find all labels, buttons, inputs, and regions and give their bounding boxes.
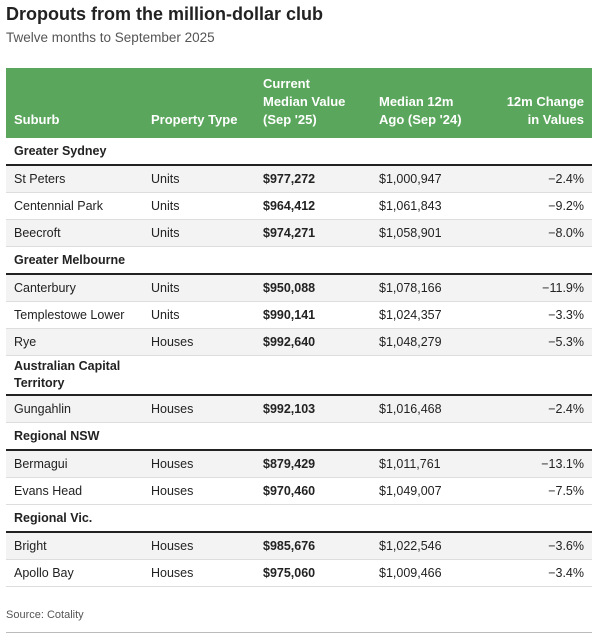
cell: Houses (143, 559, 255, 587)
cell: Rye (6, 328, 143, 356)
cell: −8.0% (487, 219, 592, 247)
cell: −3.6% (487, 532, 592, 560)
group-cell: Regional Vic. (6, 504, 592, 533)
cell: $1,000,947 (371, 165, 487, 193)
cell: $990,141 (255, 301, 371, 329)
cell: $1,048,279 (371, 328, 487, 356)
cell: Units (143, 274, 255, 302)
group-name: Regional Vic. (14, 510, 93, 525)
cell: Beecroft (6, 219, 143, 247)
subtitle: Twelve months to September 2025 (6, 30, 215, 45)
data-row: Templestowe Lower Units $990,141 $1,024,357… (6, 301, 592, 329)
data-row: Rye Houses $992,640 $1,048,279 −5.3% (6, 328, 592, 356)
data-row: Bright Houses $985,676 $1,022,546 −3.6% (6, 532, 592, 560)
cell: $964,412 (255, 192, 371, 220)
column-header: Current Median Value (Sep '25) (255, 68, 371, 138)
group-name: Australian Capital Territory (14, 359, 121, 390)
cell: $950,088 (255, 274, 371, 302)
cell: $1,061,843 (371, 192, 487, 220)
cell: −11.9% (487, 274, 592, 302)
cell: −7.5% (487, 477, 592, 505)
data-row: Bermagui Houses $879,429 $1,011,761 −13.1% (6, 450, 592, 478)
cell: −5.3% (487, 328, 592, 356)
cell: $1,058,901 (371, 219, 487, 247)
cell: $985,676 (255, 532, 371, 560)
cell: Apollo Bay (6, 559, 143, 587)
cell: −2.4% (487, 395, 592, 423)
cell: Centennial Park (6, 192, 143, 220)
cell: Gungahlin (6, 395, 143, 423)
cell: Units (143, 165, 255, 193)
cell: $1,016,468 (371, 395, 487, 423)
group-row: Greater Melbourne (6, 246, 592, 275)
cell: $970,460 (255, 477, 371, 505)
cell: $1,078,166 (371, 274, 487, 302)
cell: $975,060 (255, 559, 371, 587)
cell: Templestowe Lower (6, 301, 143, 329)
data-row: Beecroft Units $974,271 $1,058,901 −8.0% (6, 219, 592, 247)
cell: $992,640 (255, 328, 371, 356)
cell: Units (143, 192, 255, 220)
group-cell: Regional NSW (6, 422, 592, 451)
data-row: Centennial Park Units $964,412 $1,061,843 −9… (6, 192, 592, 220)
cell: Units (143, 219, 255, 247)
group-row: Australian Capital Territory (6, 355, 592, 396)
group-cell: Australian Capital Territory (6, 355, 592, 396)
cell: $974,271 (255, 219, 371, 247)
source: Source: Cotality (6, 609, 84, 621)
data-row: Gungahlin Houses $992,103 $1,016,468 −2.4% (6, 395, 592, 423)
cell: $1,009,466 (371, 559, 487, 587)
cell: $1,011,761 (371, 450, 487, 478)
cell: Houses (143, 532, 255, 560)
column-header: Median 12m Ago (Sep '24) (371, 68, 487, 138)
cell: −9.2% (487, 192, 592, 220)
cell: St Peters (6, 165, 143, 193)
group-cell: Greater Melbourne (6, 246, 592, 275)
cell: Evans Head (6, 477, 143, 505)
cell: Houses (143, 450, 255, 478)
header-row: Suburb Property Type Current Median Value … (6, 68, 592, 138)
group-row: Regional NSW (6, 422, 592, 451)
cell: Canterbury (6, 274, 143, 302)
data-row: Canterbury Units $950,088 $1,078,166 −11.9% (6, 274, 592, 302)
table-body: Greater Sydney St Peters Units $977,272 $1,0… (6, 138, 592, 587)
group-name: Regional NSW (14, 428, 100, 443)
cell: Bright (6, 532, 143, 560)
cell: $992,103 (255, 395, 371, 423)
cell: $1,022,546 (371, 532, 487, 560)
cell: −3.4% (487, 559, 592, 587)
cell: Houses (143, 328, 255, 356)
data-row: St Peters Units $977,272 $1,000,947 −2.4% (6, 165, 592, 193)
cell: Houses (143, 477, 255, 505)
cell: Houses (143, 395, 255, 423)
group-row: Greater Sydney (6, 138, 592, 166)
cell: $879,429 (255, 450, 371, 478)
column-header: Suburb (6, 68, 143, 138)
table: Suburb Property Type Current Median Value … (6, 68, 592, 587)
group-cell: Greater Sydney (6, 138, 592, 166)
group-name: Greater Sydney (14, 143, 107, 158)
column-header: Property Type (143, 68, 255, 138)
cell: −2.4% (487, 165, 592, 193)
cell: −3.3% (487, 301, 592, 329)
cell: Bermagui (6, 450, 143, 478)
cell: −13.1% (487, 450, 592, 478)
rule (6, 632, 592, 633)
cell: $1,024,357 (371, 301, 487, 329)
group-name: Greater Melbourne (14, 252, 126, 267)
cell: Units (143, 301, 255, 329)
column-header: 12m Change in Values (487, 68, 592, 138)
data-row: Apollo Bay Houses $975,060 $1,009,466 −3.4% (6, 559, 592, 587)
title: Dropouts from the million-dollar club (6, 4, 323, 24)
cell: $1,049,007 (371, 477, 487, 505)
cell: $977,272 (255, 165, 371, 193)
group-row: Regional Vic. (6, 504, 592, 533)
data-row: Evans Head Houses $970,460 $1,049,007 −7.5% (6, 477, 592, 505)
